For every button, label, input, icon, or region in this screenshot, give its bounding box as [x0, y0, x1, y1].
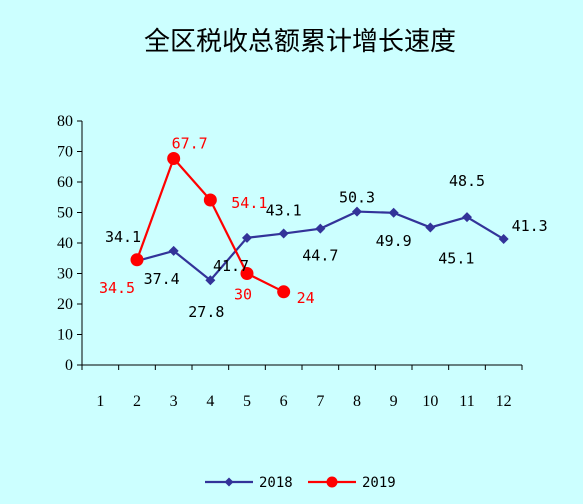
x-tick-label: 10	[422, 393, 438, 410]
data-point	[278, 228, 289, 239]
legend-label: 2018	[259, 475, 293, 491]
data-label: 41.3	[512, 217, 548, 235]
data-point	[167, 152, 181, 166]
y-tick-label: 10	[57, 327, 73, 344]
y-tick-label: 50	[57, 205, 73, 222]
legend-item-2018: 2018	[205, 475, 293, 491]
data-point	[242, 232, 252, 243]
x-tick-label: 5	[243, 393, 251, 410]
data-label: 37.4	[144, 270, 180, 288]
data-label: 43.1	[266, 202, 302, 220]
x-tick-label: 7	[316, 393, 324, 410]
data-label: 27.8	[188, 303, 224, 321]
series-2019	[130, 152, 291, 299]
data-label: 54.1	[231, 194, 267, 212]
data-point	[462, 212, 472, 223]
data-label: 44.7	[302, 247, 338, 265]
series-layer	[130, 152, 509, 299]
data-point	[168, 245, 179, 256]
y-tick-label: 60	[57, 174, 73, 191]
chart-title: 全区税收总额累计增长速度	[144, 27, 456, 57]
data-point	[240, 267, 254, 280]
y-tick-label: 80	[57, 113, 73, 130]
data-point	[425, 222, 436, 233]
legend: 2018 2019	[205, 475, 396, 491]
y-tick-label: 70	[57, 144, 73, 161]
data-label: 34.5	[99, 279, 135, 297]
data-point	[315, 223, 326, 234]
data-label: 34.1	[105, 228, 141, 246]
legend-label: 2019	[362, 475, 396, 491]
data-label: 50.3	[339, 189, 375, 207]
data-label: 49.9	[376, 232, 412, 250]
y-tick-label: 20	[57, 296, 73, 313]
data-point	[203, 193, 217, 207]
x-tick-label: 11	[459, 393, 474, 410]
legend-marker	[224, 477, 234, 487]
data-point	[388, 207, 399, 218]
x-tick-label: 8	[353, 393, 361, 410]
x-tick-label: 6	[280, 393, 288, 410]
data-label: 24	[297, 289, 315, 307]
y-tick-label: 40	[57, 235, 73, 252]
data-point	[205, 275, 216, 286]
data-label: 48.5	[449, 172, 485, 190]
data-label: 45.1	[438, 249, 474, 267]
x-tick-label: 3	[170, 393, 178, 410]
data-point	[130, 253, 144, 267]
data-labels: 34.1 37.4 27.8 41.7 43.1 44.7 50.3 49.9 45.1 48.5…	[99, 135, 548, 322]
legend-marker	[326, 476, 338, 488]
y-tick-label: 0	[65, 357, 73, 374]
data-point	[277, 285, 291, 299]
data-label: 67.7	[172, 135, 208, 153]
x-tick-label: 4	[206, 393, 214, 410]
data-point	[498, 234, 509, 245]
x-tick-label: 1	[96, 393, 104, 410]
x-tick-label: 2	[133, 393, 141, 410]
data-label: 30	[234, 286, 252, 304]
y-tick-label: 30	[57, 266, 73, 283]
data-label: 41.7	[213, 257, 249, 275]
legend-item-2019: 2019	[308, 475, 396, 491]
data-point	[352, 206, 362, 217]
x-tick-label: 12	[496, 393, 512, 410]
x-tick-label: 9	[390, 393, 398, 410]
